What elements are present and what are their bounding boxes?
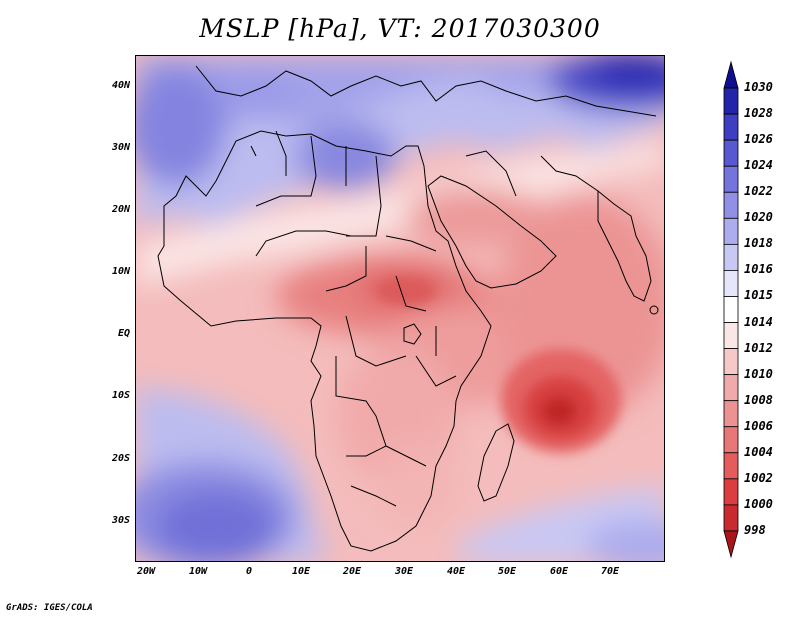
lon-tick-label: 20W: [136, 566, 156, 577]
pressure-field-map: [136, 56, 664, 561]
colorbar-swatch: [723, 191, 739, 219]
lat-tick-label: EQ: [117, 328, 130, 339]
colorbar-level-label: 1026: [744, 132, 773, 147]
colorbar-swatch: [723, 296, 739, 323]
colorbar-level-label: 1030: [744, 80, 773, 95]
colorbar-bottom-triangle: [723, 530, 739, 559]
colorbar-swatch: [723, 270, 739, 297]
map-panel: [135, 55, 665, 562]
colorbar-swatch: [723, 478, 739, 506]
lat-tick-label: 10N: [111, 266, 130, 277]
colorbar-swatch: [723, 400, 739, 428]
lat-tick-label: 30N: [111, 142, 130, 153]
grads-credit: GrADS: IGES/COLA: [6, 603, 93, 613]
lon-tick-label: 40E: [446, 566, 466, 577]
colorbar-level-label: 1018: [744, 236, 773, 251]
colorbar-level-label: 1004: [744, 444, 773, 459]
lat-tick-label: 20N: [111, 204, 130, 215]
colorbar-level-label: 1010: [744, 366, 773, 381]
chart-title: MSLP [hPa], VT: 2017030300: [199, 14, 601, 43]
colorbar-level-label: 1022: [744, 184, 773, 199]
colorbar-swatch: [723, 243, 739, 271]
lon-tick-label: 50E: [497, 566, 517, 577]
colorbar-swatch: [723, 217, 739, 245]
colorbar-swatch: [723, 113, 739, 141]
lon-tick-label: 20E: [342, 566, 362, 577]
colorbar-swatch: [723, 348, 739, 376]
colorbar-level-label: 1028: [744, 106, 773, 121]
colorbar-level-label: 1012: [744, 340, 773, 355]
lat-tick-label: 10S: [111, 390, 130, 401]
colorbar-level-label: 1008: [744, 392, 773, 407]
colorbar-swatch: [723, 374, 739, 402]
lat-tick-label: 20S: [111, 453, 130, 464]
colorbar-top-triangle: [723, 60, 739, 89]
lon-tick-label: 10E: [291, 566, 311, 577]
colorbar-level-label: 1024: [744, 158, 773, 173]
colorbar-swatch: [723, 165, 739, 193]
colorbar-level-label: 1016: [744, 262, 773, 277]
lon-tick-label: 60E: [549, 566, 569, 577]
colorbar-level-label: 1020: [744, 210, 773, 225]
colorbar-swatch: [723, 452, 739, 480]
lat-tick-label: 40N: [111, 80, 130, 91]
colorbar-level-label: 998: [744, 522, 766, 537]
colorbar-swatch: [723, 504, 739, 532]
colorbar-swatch: [723, 426, 739, 454]
colorbar-swatch: [723, 139, 739, 167]
colorbar-swatch: [723, 322, 739, 349]
coastline-outline: [157, 65, 659, 552]
lon-tick-label: 70E: [600, 566, 620, 577]
colorbar-level-label: 1014: [744, 314, 773, 329]
lat-tick-label: 30S: [111, 515, 130, 526]
lon-tick-label: 0: [245, 566, 253, 577]
colorbar-level-label: 1015: [744, 288, 773, 303]
lon-tick-label: 30E: [394, 566, 414, 577]
colorbar-level-label: 1002: [744, 470, 773, 485]
colorbar-swatch: [723, 87, 739, 115]
colorbar-level-label: 1006: [744, 418, 773, 433]
lon-tick-label: 10W: [188, 566, 208, 577]
colorbar-level-label: 1000: [744, 496, 773, 511]
